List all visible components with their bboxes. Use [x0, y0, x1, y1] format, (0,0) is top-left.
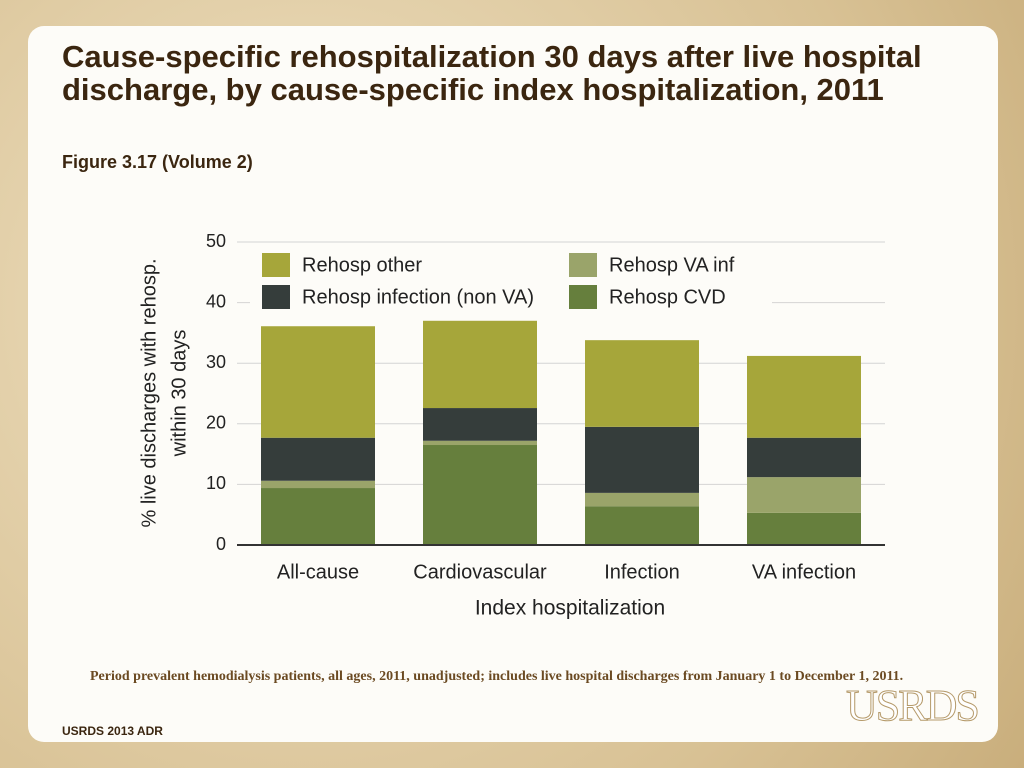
x-tick-label: VA infection	[752, 561, 856, 583]
y-tick-label: 30	[206, 352, 226, 372]
x-tick-label: All-cause	[277, 561, 359, 583]
x-axis-label: Index hospitalization	[475, 597, 665, 620]
bar-segment	[423, 440, 537, 446]
bar-segment	[747, 477, 861, 513]
x-tick-label: Cardiovascular	[413, 561, 547, 583]
y-tick-label: 10	[206, 473, 226, 493]
bar-segment	[261, 326, 375, 438]
y-tick-label: 50	[206, 231, 226, 251]
chart: Index hospitalization % live discharges …	[138, 231, 885, 620]
legend-label: Rehosp other	[302, 254, 422, 276]
legend-swatch	[569, 253, 597, 277]
bar-segment	[585, 506, 699, 545]
logo: USRDS	[846, 681, 981, 731]
bar-segment	[585, 426, 699, 493]
bar-segment	[585, 492, 699, 507]
subtitle: Figure 3.17 (Volume 2)	[62, 152, 253, 172]
bar-segment	[423, 445, 537, 545]
bar-segment	[261, 437, 375, 481]
x-tick-label: Infection	[604, 561, 680, 583]
legend-label: Rehosp VA inf	[609, 254, 735, 276]
bar-segment	[423, 408, 537, 441]
y-axis-label: within 30 days	[168, 330, 190, 458]
legend-box	[250, 246, 772, 314]
y-tick-label: 0	[216, 534, 226, 554]
bar-segment	[747, 512, 861, 545]
legend-label: Rehosp infection (non VA)	[302, 286, 534, 308]
bar-segment	[261, 480, 375, 489]
y-axis-label: % live discharges with rehosp.	[138, 258, 160, 527]
legend-label: Rehosp CVD	[609, 286, 726, 308]
bar-segment	[747, 437, 861, 478]
footnote: Period prevalent hemodialysis patients, …	[90, 669, 904, 684]
bar-segment	[423, 320, 537, 409]
title: Cause-specific rehospitalization 30 days…	[62, 39, 922, 107]
legend-swatch	[262, 253, 290, 277]
bar-segment	[747, 355, 861, 438]
legend-swatch	[569, 285, 597, 309]
y-tick-label: 20	[206, 413, 226, 433]
legend-swatch	[262, 285, 290, 309]
bar-segment	[261, 488, 375, 545]
y-tick-label: 40	[206, 291, 226, 311]
bar-segment	[585, 340, 699, 427]
footer: USRDS 2013 ADR	[62, 724, 163, 738]
